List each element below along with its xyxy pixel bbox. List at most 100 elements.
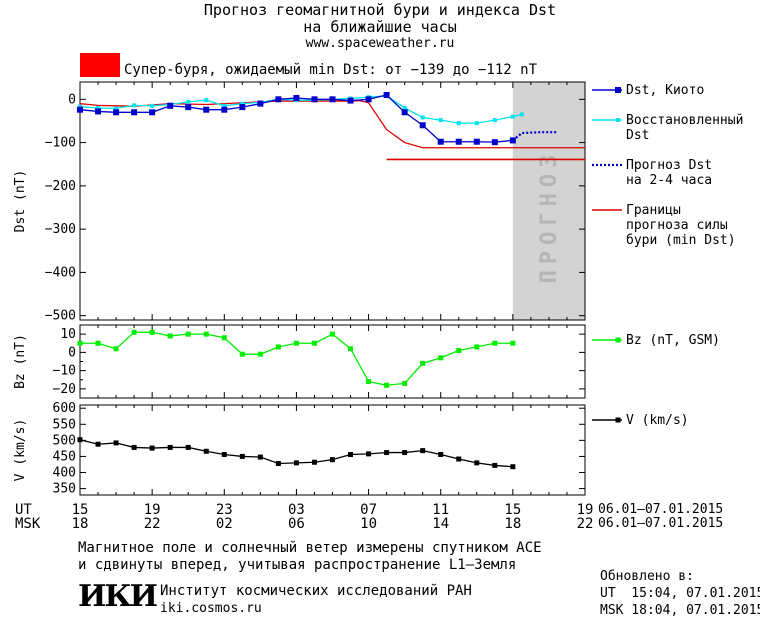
restored-dst-line-point — [438, 118, 443, 123]
kyoto-dst-line-point — [329, 96, 336, 103]
restored-dst-line-point — [492, 118, 497, 123]
bz-line-point — [456, 348, 462, 354]
restored-dst-line-point — [420, 115, 425, 120]
v-line-point — [438, 452, 444, 457]
measurement-note-line2: и сдвинуты вперед, учитывая распростране… — [78, 557, 517, 573]
kyoto-dst-line-point — [203, 106, 210, 113]
msk-tick-label: 02 — [216, 516, 233, 532]
legend-v-label: V (km/s) — [626, 413, 689, 428]
y-tick-label-dst: −400 — [45, 265, 76, 280]
storm-alert-text: Супер-буря, ожидаемый min Dst: от −139 д… — [124, 62, 538, 78]
bz-line — [80, 331, 513, 386]
bz-line-point — [239, 351, 245, 357]
v-line-point — [492, 462, 498, 468]
msk-tick-label: 06 — [288, 516, 305, 532]
kyoto-dst-line-point — [167, 102, 174, 109]
kyoto-dst-line-point — [365, 96, 372, 103]
iki-logo[interactable]: ИКИ — [78, 579, 158, 614]
kyoto-dst-line-point — [113, 109, 120, 116]
bz-line-point — [77, 340, 83, 346]
institute-url[interactable]: iki.cosmos.ru — [160, 601, 262, 616]
v-line-point — [330, 457, 335, 463]
restored-dst-line-point — [114, 106, 119, 111]
v-line-point — [456, 456, 462, 462]
legend-bz-marker — [615, 337, 621, 343]
legend-forecast-dst-label: на 2-4 часа — [626, 173, 712, 188]
v-line-point — [257, 454, 263, 460]
y-tick-label-v: 600 — [53, 401, 76, 416]
v-line-point — [366, 451, 372, 457]
v-line-point — [113, 440, 119, 446]
kyoto-dst-line-point — [473, 138, 480, 145]
y-tick-label-bz: −10 — [53, 364, 76, 379]
legend-restored-dst-label: Восстановленный — [626, 113, 743, 128]
restored-dst-line-point — [402, 105, 407, 110]
kyoto-dst-line-point — [383, 91, 390, 98]
restored-dst-line-point — [186, 99, 191, 104]
v-line-point — [167, 444, 173, 450]
ut-axis-label: UT — [15, 502, 32, 518]
restored-dst-line-point — [150, 103, 155, 108]
y-tick-label-v: 400 — [53, 466, 76, 481]
restored-dst-line-point — [519, 112, 524, 117]
ut-tick-label: 19 — [577, 502, 594, 518]
msk-tick-label: 14 — [432, 516, 449, 532]
kyoto-dst-line-point — [239, 104, 246, 111]
ut-tick-label: 11 — [432, 502, 449, 518]
bz-line-point — [221, 335, 227, 341]
kyoto-dst-line-point — [455, 138, 462, 145]
measurement-note-line1: Магнитное поле и солнечный ветер измерен… — [78, 540, 542, 556]
bz-line-point — [95, 340, 101, 346]
v-line-point — [77, 437, 83, 443]
v-line-point — [474, 460, 480, 466]
v-line-point — [402, 450, 408, 456]
bz-line-point — [113, 346, 119, 352]
y-axis-label-v: V (km/s) — [13, 419, 28, 482]
forecast-band-label: ПРОГНОЗ — [537, 149, 562, 284]
kyoto-dst-line-point — [257, 100, 264, 107]
v-line-point — [95, 441, 101, 447]
msk-axis-label: MSK — [15, 516, 41, 532]
legend-bz-label: Bz (nT, GSM) — [626, 333, 720, 348]
restored-dst-line-point — [474, 121, 479, 126]
kyoto-dst-line-point — [401, 109, 408, 116]
updated-label: Обновлено в: — [600, 569, 694, 584]
bz-line-point — [293, 340, 299, 346]
v-line-point — [510, 464, 516, 470]
ut-tick-label: 15 — [504, 502, 521, 518]
kyoto-dst-line-point — [275, 96, 282, 103]
bz-line-point — [348, 346, 354, 352]
ut-tick-label: 23 — [216, 502, 233, 518]
kyoto-dst-line-point — [437, 138, 444, 145]
y-tick-label-v: 550 — [53, 417, 76, 432]
dst-bz-v-chart: ПРОГНОЗ 0 −100 −200 −300 −400 −500 Dst (nT) 10 0 −… — [13, 81, 743, 532]
bz-line-point — [366, 379, 372, 385]
kyoto-dst-line-point — [311, 96, 318, 103]
source-url[interactable]: www.spaceweather.ru — [305, 36, 455, 51]
bz-line-point — [492, 340, 498, 346]
legend-v-marker — [615, 417, 621, 423]
v-line-point — [420, 448, 426, 454]
bz-line-point — [149, 329, 155, 335]
institute-name: Институт космических исследований РАН — [160, 583, 472, 599]
ut-date-range: 06.01–07.01.2015 — [598, 502, 724, 517]
kyoto-dst-line-point — [149, 109, 156, 116]
kyoto-dst-line-point — [491, 139, 498, 146]
y-tick-label-bz: 10 — [60, 327, 76, 342]
legend-bounds-label: прогноза силы — [626, 218, 728, 233]
y-axis-label-dst: Dst (nT) — [13, 170, 28, 233]
bz-line-point — [384, 382, 390, 388]
y-tick-label-dst: −300 — [45, 222, 76, 237]
v-line-point — [239, 453, 245, 459]
kyoto-dst-line-point — [419, 122, 426, 129]
ut-tick-label: 07 — [360, 502, 377, 518]
ut-tick-label: 03 — [288, 502, 305, 518]
bz-line-point — [474, 344, 480, 350]
restored-dst-line-point — [96, 105, 101, 110]
bz-line-point — [402, 380, 408, 386]
kyoto-dst-line-point — [131, 109, 138, 116]
bz-line-point — [203, 331, 209, 337]
forecast-dst-line — [512, 131, 558, 142]
v-line-point — [275, 461, 281, 466]
v-line-point — [131, 444, 137, 450]
